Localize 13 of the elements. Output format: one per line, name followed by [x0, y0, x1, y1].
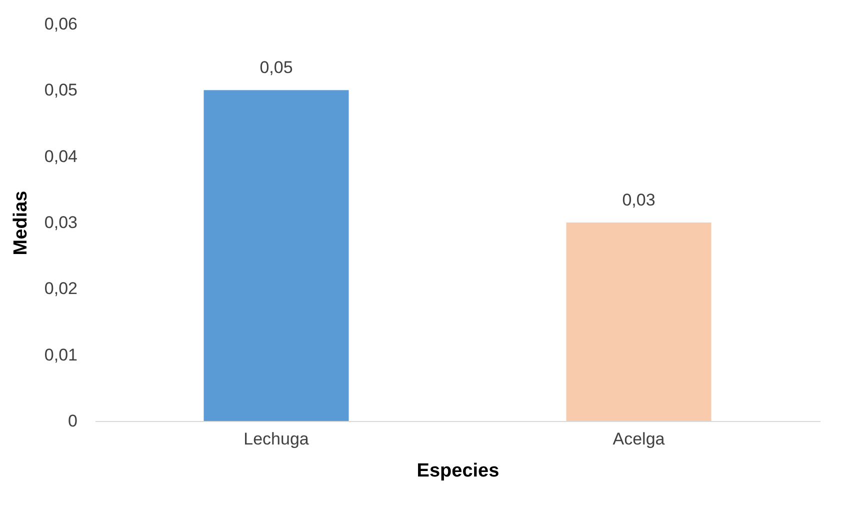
y-tick-label: 0,04	[44, 146, 78, 166]
y-tick-label: 0	[68, 412, 78, 430]
data-label: 0,03	[622, 190, 656, 210]
y-tick-label: 0,05	[44, 80, 78, 100]
x-tick-label: Acelga	[612, 430, 666, 448]
y-tick-label: 0,06	[44, 14, 78, 34]
y-tick-label: 0,02	[44, 279, 78, 298]
y-tick-label: 0,01	[44, 345, 78, 364]
y-tick-label: 0,03	[44, 213, 78, 232]
data-label: 0,05	[260, 58, 293, 78]
x-tick-label: Lechuga	[244, 430, 310, 448]
y-axis-title: Medias	[10, 190, 32, 256]
x-axis-title: Especies	[416, 460, 500, 482]
